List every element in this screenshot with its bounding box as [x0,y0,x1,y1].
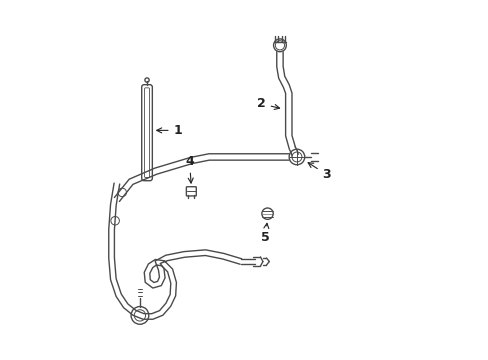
Text: 1: 1 [156,124,182,137]
Text: 4: 4 [185,154,194,183]
FancyBboxPatch shape [186,187,196,196]
Text: 2: 2 [256,97,279,110]
Text: 3: 3 [307,163,330,181]
Text: 5: 5 [260,223,269,244]
FancyBboxPatch shape [142,85,152,181]
